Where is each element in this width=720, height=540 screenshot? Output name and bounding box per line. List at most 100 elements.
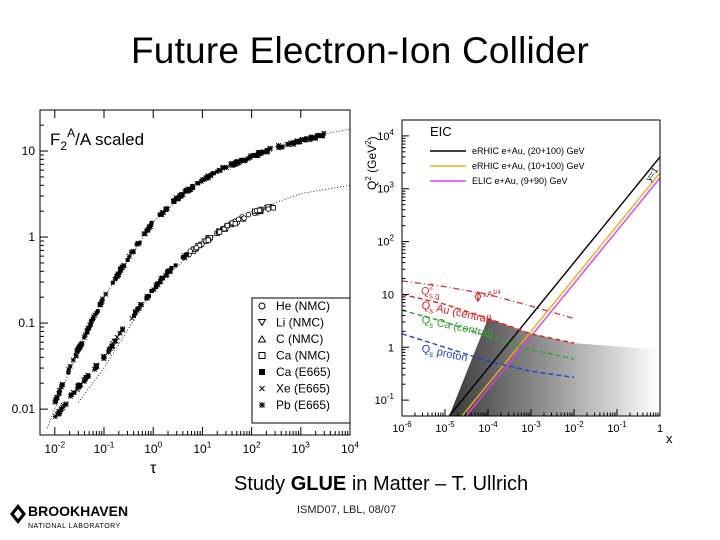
legend-marker <box>258 302 266 310</box>
data-point <box>88 320 93 325</box>
legend-marker <box>259 369 265 375</box>
data-point <box>142 231 148 237</box>
data-point <box>198 178 204 185</box>
annotation-label: xA1/4 <box>483 290 501 299</box>
data-point <box>151 287 157 293</box>
data-point <box>60 402 66 408</box>
data-point <box>291 139 297 145</box>
data-point <box>144 228 149 233</box>
data-point <box>188 186 194 192</box>
annotation-arrow-head <box>474 296 482 303</box>
upper-data-band <box>52 130 327 405</box>
legend-marker <box>258 352 266 359</box>
data-point <box>115 271 121 277</box>
brookhaven-logo: BROOKHAVEN NATIONAL LABORATORY <box>10 503 128 530</box>
data-point <box>79 340 85 346</box>
data-point <box>173 263 178 268</box>
x-tick-label: 10-1 <box>607 420 627 435</box>
x-tick-label: 101 <box>193 440 211 456</box>
x-tick-label: 10-1 <box>94 440 115 456</box>
legend-marker <box>257 319 267 327</box>
data-point <box>113 338 118 343</box>
data-point <box>135 306 140 311</box>
y-tick-label: 1 <box>388 342 394 354</box>
y-tick-label: 10 <box>22 144 36 158</box>
data-point <box>205 237 211 243</box>
legend-label: Xe (E665) <box>276 382 330 396</box>
data-point <box>235 160 240 165</box>
data-point <box>88 322 93 327</box>
x-tick-label: 100 <box>144 440 162 456</box>
legend-label: Li (NMC) <box>276 316 324 330</box>
data-point <box>97 302 103 308</box>
data-point <box>72 390 77 395</box>
data-point <box>98 300 104 306</box>
data-point <box>205 174 210 179</box>
data-point <box>109 343 115 349</box>
data-point <box>114 334 120 340</box>
data-point <box>232 221 238 227</box>
data-point <box>211 171 216 176</box>
subtitle-prefix: Study <box>234 473 291 495</box>
y-tick-label: 10-1 <box>375 392 395 407</box>
data-point <box>149 220 154 225</box>
data-point <box>52 413 58 420</box>
y-tick-label: 1 <box>28 230 35 244</box>
kinematic-limit-line <box>448 156 660 416</box>
x-tick-label: 104 <box>341 440 359 456</box>
data-point <box>255 153 260 158</box>
nuclear-structure-function-chart: 10-2 10-1 100 101 102 103 104 0.01 0.1 1 10 τ F2A/A … <box>12 109 359 477</box>
data-point <box>92 363 99 369</box>
data-point <box>144 293 150 299</box>
subtitle-suffix: in Matter – T. Ullrich <box>346 473 529 495</box>
data-point <box>176 195 182 201</box>
saturation-curve <box>402 309 575 360</box>
data-point <box>54 394 60 400</box>
data-point <box>59 382 65 388</box>
data-point <box>101 356 107 362</box>
data-point <box>90 317 95 322</box>
data-point <box>67 363 73 369</box>
data-point <box>308 134 314 140</box>
y-tick-label: 0.1 <box>18 316 35 330</box>
data-point <box>53 397 58 402</box>
data-point <box>287 140 293 146</box>
data-point <box>196 181 201 186</box>
data-point <box>99 296 106 302</box>
data-point <box>258 150 265 156</box>
chart-title: EIC <box>430 124 452 139</box>
eic-kinematic-coverage-chart: 10-6 10-5 10-4 10-3 10-2 10-1 1x10-11101021031… <box>364 119 673 446</box>
x-tick-label: 10-4 <box>478 420 498 435</box>
chart-title: F2A/A scaled <box>50 126 144 153</box>
data-point <box>299 137 304 142</box>
legend-label: Pb (E665) <box>276 398 330 412</box>
saturation-curve <box>402 280 575 320</box>
data-point <box>58 384 64 390</box>
data-point <box>155 282 161 288</box>
data-point <box>86 373 91 378</box>
data-point <box>85 325 91 331</box>
saturation-label: Q2 s,g <box>421 283 440 301</box>
data-point <box>314 132 321 139</box>
data-point <box>255 150 262 156</box>
data-point <box>223 164 230 171</box>
data-point <box>105 349 112 355</box>
fit-curve-lower <box>77 184 351 403</box>
y-tick-label: 102 <box>377 234 394 249</box>
slide-title: Future Electron-Ion Collider <box>130 30 590 71</box>
data-point <box>303 136 308 141</box>
data-point <box>67 393 74 399</box>
data-point <box>193 244 200 251</box>
y-tick-label: 0.01 <box>12 402 36 416</box>
data-point <box>146 224 152 230</box>
legend-marker <box>259 385 265 392</box>
logo-mark <box>10 504 26 524</box>
data-point <box>149 288 154 293</box>
data-point <box>163 272 169 279</box>
legend-label: eRHIC e+Au, (10+100) GeV <box>472 161 585 171</box>
plot-area <box>402 156 660 416</box>
data-point <box>209 172 214 177</box>
data-point <box>125 257 130 262</box>
data-point <box>120 326 126 332</box>
data-point <box>321 130 327 136</box>
